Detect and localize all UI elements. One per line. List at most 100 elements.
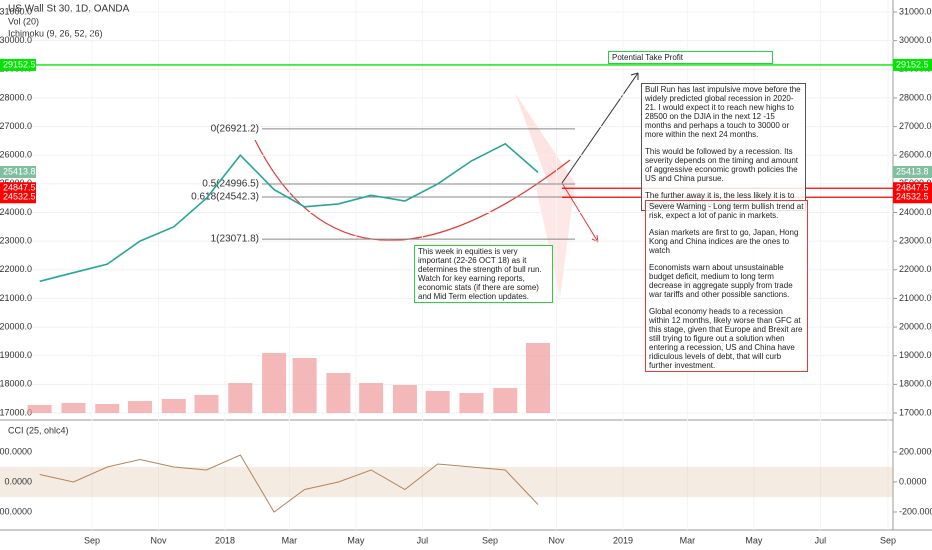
triangle — [535, 183, 575, 298]
y-tick-label: -200.0000 — [899, 506, 932, 516]
y-tick-label-left: 31000.0 — [0, 6, 32, 16]
y-tick-label: 30000.0 — [899, 35, 932, 45]
annotation: This week in equities is very important … — [414, 245, 553, 303]
y-tick-label: 18000.0 — [899, 379, 932, 389]
y-tick-label-left: 200.0000 — [0, 446, 32, 456]
x-tick-label: Jul — [815, 535, 827, 545]
y-tick-label-left: 22000.0 — [0, 264, 32, 274]
price-label-box — [893, 58, 932, 71]
y-tick-label-left: 24000.0 — [0, 207, 32, 217]
y-tick-label: 22000.0 — [899, 264, 932, 274]
annotation-text: Economists warn about unsustainable budg… — [649, 263, 793, 299]
y-tick-label: 19000.0 — [899, 350, 932, 360]
y-tick-label-left: 21000.0 — [0, 293, 32, 303]
x-tick-label: Sep — [84, 535, 100, 545]
y-tick-label-left: -200.0000 — [0, 506, 32, 516]
annotation: Potential Take Profit — [608, 51, 773, 64]
fib-label: 0.5(24996.5) — [202, 179, 259, 190]
price-label-box — [893, 166, 932, 179]
y-tick-label-left: 17000.0 — [0, 407, 32, 417]
y-tick-label: 200.0000 — [899, 446, 932, 456]
annotation-text: This would be followed by a recession. I… — [645, 147, 798, 183]
volume-bar — [27, 405, 52, 413]
annotation-text: Severe Warning - Long term bullish trend… — [649, 202, 804, 220]
annotation-text: Asian markets are first to go, Japan, Ho… — [649, 228, 799, 255]
x-tick-label: Sep — [880, 535, 896, 545]
x-tick-label: Mar — [282, 535, 298, 545]
x-tick-label: Nov — [151, 535, 168, 545]
price-label: 29152.5 — [3, 59, 36, 69]
volume-bar — [228, 383, 253, 413]
volume-bar — [392, 385, 417, 413]
volume-bar — [359, 383, 384, 413]
y-tick-label: 24000.0 — [899, 207, 932, 217]
price-line-series — [39, 142, 539, 283]
annotation-text: Global economy heads to a recession with… — [649, 307, 803, 370]
price-label-box — [893, 182, 932, 195]
price-label: 25413.8 — [3, 166, 36, 176]
fib-label: 1(23071.8) — [211, 234, 259, 245]
price-label: 25413.8 — [896, 166, 929, 176]
annotation: Bull Run has last impulsive move before … — [641, 83, 806, 211]
fib-label: 0(26921.2) — [211, 123, 259, 134]
volume-bar — [61, 403, 86, 413]
x-tick-label: Sep — [482, 535, 498, 545]
cci-band — [0, 466, 893, 497]
y-tick-label: 26000.0 — [899, 150, 932, 160]
volume-bar — [262, 353, 287, 413]
x-tick-label: 2018 — [215, 535, 235, 545]
y-tick-label-left: 19000.0 — [0, 350, 32, 360]
volume-bar — [194, 395, 219, 413]
indicator: CCI (25, ohlc4) — [8, 425, 69, 435]
price-label-box — [893, 191, 932, 204]
y-tick-label: 20000.0 — [899, 321, 932, 331]
price-label-box — [0, 182, 36, 195]
price-label: 29152.5 — [896, 59, 929, 69]
arrow — [561, 72, 639, 184]
y-tick-label-left: 28000.0 — [0, 92, 32, 102]
price-label: 24847.5 — [3, 183, 36, 193]
y-tick-label: 23000.0 — [899, 236, 932, 246]
y-tick-label-left: 30000.0 — [0, 35, 32, 45]
volume-bar — [525, 343, 550, 413]
y-tick-label-left: 20000.0 — [0, 321, 32, 331]
volume-bar — [459, 393, 484, 413]
y-tick-label-left: 23000.0 — [0, 236, 32, 246]
y-tick-label-left: 27000.0 — [0, 121, 32, 131]
indicator: Ichimoku (9, 26, 52, 26) — [8, 28, 103, 38]
fib-label: 0.618(24542.3) — [191, 192, 259, 203]
x-tick-label: Mar — [680, 535, 696, 545]
volume-bar — [326, 373, 351, 413]
y-tick-label: 21000.0 — [899, 293, 932, 303]
volume-bar — [161, 399, 186, 413]
y-tick-label: 27000.0 — [899, 121, 932, 131]
y-tick-label: 31000.0 — [899, 6, 932, 16]
cci-line — [39, 454, 539, 513]
volume-bar — [95, 404, 120, 413]
x-tick-label: 2019 — [613, 535, 633, 545]
x-tick-label: May — [347, 535, 365, 545]
volume-bar — [127, 401, 152, 413]
price-label-box — [0, 191, 36, 204]
price-label-box — [0, 166, 36, 179]
y-tick-label: 17000.0 — [899, 407, 932, 417]
annotation-text: This week in equities is very important … — [418, 247, 542, 301]
y-tick-label: 0.0000 — [899, 476, 927, 486]
volume-bar — [425, 391, 450, 413]
y-tick-label-left: 26000.0 — [0, 150, 32, 160]
annotation: Severe Warning - Long term bullish trend… — [645, 200, 808, 372]
price-label-box — [0, 58, 36, 71]
x-tick-label: Nov — [549, 535, 566, 545]
arc — [254, 139, 571, 241]
price-label: 24847.5 — [896, 183, 929, 193]
x-tick-label: Jul — [417, 535, 429, 545]
y-tick-label-left: 0.0000 — [4, 476, 32, 486]
annotation-text: Potential Take Profit — [612, 53, 684, 62]
price-label: 24532.5 — [3, 192, 36, 202]
triangle — [515, 93, 575, 183]
y-tick-label-left: 18000.0 — [0, 379, 32, 389]
arrow-head — [630, 72, 639, 80]
volume-bar — [292, 358, 317, 413]
title: US Wall St 30, 1D, OANDA — [8, 4, 130, 15]
